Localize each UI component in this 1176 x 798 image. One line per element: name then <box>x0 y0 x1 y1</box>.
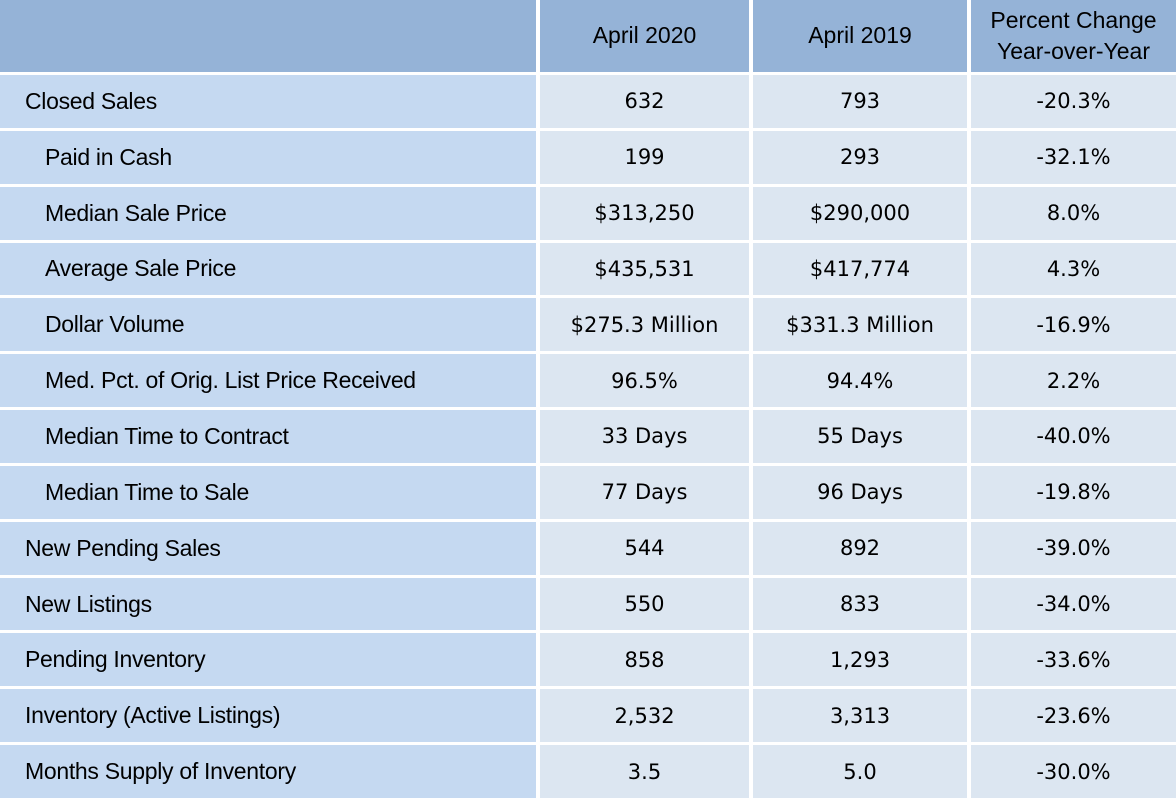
value-cell: $435,531 <box>540 242 749 296</box>
value-cell: 793 <box>753 75 967 128</box>
value-cell: -34.0% <box>971 577 1176 631</box>
value-cell: 2.2% <box>971 354 1176 408</box>
value-cell: $275.3 Million <box>540 298 749 352</box>
column-header: Percent Change Year-over-Year <box>971 0 1176 72</box>
row-label: New Listings <box>0 577 536 631</box>
value-cell: 833 <box>753 577 967 631</box>
value-cell: 8.0% <box>971 186 1176 240</box>
value-cell: 94.4% <box>753 354 967 408</box>
value-cell: $313,250 <box>540 186 749 240</box>
value-cell: 96.5% <box>540 354 749 408</box>
value-cell: -33.6% <box>971 633 1176 687</box>
column-header: April 2020 <box>540 0 749 72</box>
row-label: New Pending Sales <box>0 521 536 575</box>
value-cell: 858 <box>540 633 749 687</box>
value-cell: 632 <box>540 75 749 128</box>
row-label: Inventory (Active Listings) <box>0 689 536 743</box>
row-label: Median Time to Sale <box>0 465 536 519</box>
value-cell: 892 <box>753 521 967 575</box>
value-cell: $290,000 <box>753 186 967 240</box>
value-cell: -16.9% <box>971 298 1176 352</box>
value-cell: -39.0% <box>971 521 1176 575</box>
value-cell: 3.5 <box>540 745 749 798</box>
value-cell: 1,293 <box>753 633 967 687</box>
header-corner <box>0 0 536 72</box>
row-label: Pending Inventory <box>0 633 536 687</box>
row-label: Median Sale Price <box>0 186 536 240</box>
row-label: Dollar Volume <box>0 298 536 352</box>
value-cell: 77 Days <box>540 465 749 519</box>
value-cell: -32.1% <box>971 130 1176 184</box>
row-label: Months Supply of Inventory <box>0 745 536 798</box>
value-cell: 550 <box>540 577 749 631</box>
value-cell: -20.3% <box>971 75 1176 128</box>
column-header: April 2019 <box>753 0 967 72</box>
value-cell: 2,532 <box>540 689 749 743</box>
value-cell: 199 <box>540 130 749 184</box>
value-cell: 4.3% <box>971 242 1176 296</box>
value-cell: -40.0% <box>971 410 1176 463</box>
value-cell: 3,313 <box>753 689 967 743</box>
value-cell: 55 Days <box>753 410 967 463</box>
row-label: Paid in Cash <box>0 130 536 184</box>
value-cell: 5.0 <box>753 745 967 798</box>
row-label: Closed Sales <box>0 75 536 128</box>
value-cell: -23.6% <box>971 689 1176 743</box>
value-cell: -19.8% <box>971 465 1176 519</box>
value-cell: 96 Days <box>753 465 967 519</box>
value-cell: $417,774 <box>753 242 967 296</box>
value-cell: 33 Days <box>540 410 749 463</box>
value-cell: 293 <box>753 130 967 184</box>
value-cell: 544 <box>540 521 749 575</box>
row-label: Median Time to Contract <box>0 410 536 463</box>
value-cell: -30.0% <box>971 745 1176 798</box>
row-label: Average Sale Price <box>0 242 536 296</box>
value-cell: $331.3 Million <box>753 298 967 352</box>
row-label: Med. Pct. of Orig. List Price Received <box>0 354 536 408</box>
